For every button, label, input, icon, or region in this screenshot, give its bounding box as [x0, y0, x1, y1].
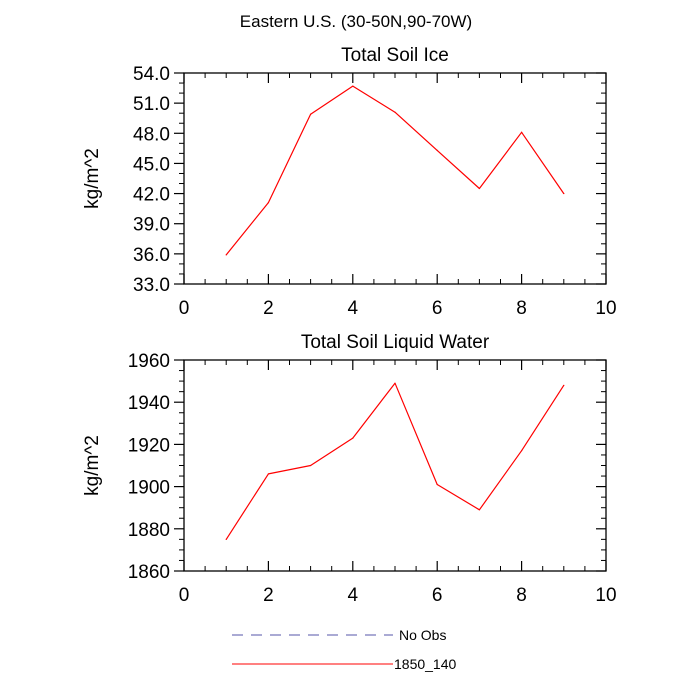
- legend-label: No Obs: [399, 627, 446, 643]
- x-tick-label: 4: [348, 298, 359, 319]
- x-tick-label: 6: [432, 585, 443, 606]
- data-point: [563, 384, 565, 386]
- x-tick-label: 10: [595, 585, 616, 606]
- y-tick-label: 48.0: [133, 124, 170, 145]
- series-line: [225, 382, 565, 540]
- y-axis-label: kg/m^2: [82, 435, 103, 496]
- data-point: [310, 113, 312, 115]
- y-tick-label: 1860: [128, 562, 170, 583]
- y-tick-label: 1880: [128, 520, 170, 541]
- x-tick-label: 8: [516, 298, 527, 319]
- y-tick-label: 1940: [128, 393, 170, 414]
- x-tick-label: 0: [179, 298, 190, 319]
- chart-panel-1: Total Soil Ice kg/m^2 0 2 4 6 8 10 33.0 36.0 39.0 4…: [82, 45, 617, 319]
- data-point: [267, 202, 269, 204]
- y-tick-label: 54.0: [133, 64, 170, 85]
- data-point: [563, 192, 565, 195]
- data-point: [352, 85, 354, 87]
- x-tick-label: 8: [516, 585, 527, 606]
- x-tick-label: 2: [263, 298, 274, 319]
- chart-panels: Total Soil Ice kg/m^2 0 2 4 6 8 10 33.0 36.0 39.0 4…: [82, 45, 617, 606]
- legend: No Obs 1850_140: [232, 627, 457, 672]
- data-point: [478, 187, 480, 190]
- y-tick-label: 1900: [128, 478, 170, 499]
- x-tick-label: 10: [595, 298, 616, 319]
- data-point: [267, 473, 269, 475]
- data-point: [352, 437, 354, 439]
- x-tick-label: 2: [263, 585, 274, 606]
- y-tick-label: 39.0: [133, 215, 170, 236]
- data-point: [478, 509, 480, 511]
- data-point: [394, 382, 396, 384]
- data-point: [225, 254, 227, 256]
- y-tick-label: 42.0: [133, 185, 170, 206]
- plot-frame: [183, 359, 607, 572]
- plot-frame: [183, 72, 607, 285]
- y-tick-label: 1920: [128, 435, 170, 456]
- data-point: [225, 538, 227, 540]
- x-tick-label: 6: [432, 298, 443, 319]
- chart-title: Total Soil Ice: [341, 45, 449, 66]
- data-point: [394, 111, 396, 113]
- y-tick-label: 51.0: [133, 94, 170, 115]
- chart-panel-2: Total Soil Liquid Water kg/m^2 0 2 4 6 8 10 1860…: [82, 332, 617, 606]
- data-point: [436, 483, 438, 486]
- series-line: [225, 85, 565, 256]
- x-tick-label: 4: [348, 585, 359, 606]
- legend-label: 1850_140: [394, 656, 457, 672]
- data-point: [436, 149, 438, 151]
- data-point: [521, 131, 523, 133]
- data-point: [521, 450, 523, 452]
- y-axis-label: kg/m^2: [82, 148, 103, 209]
- y-tick-label: 33.0: [133, 275, 170, 296]
- y-tick-label: 45.0: [133, 154, 170, 175]
- data-point: [310, 464, 312, 467]
- figure-title: Eastern U.S. (30-50N,90-70W): [240, 12, 472, 31]
- y-tick-label: 36.0: [133, 245, 170, 266]
- chart-title: Total Soil Liquid Water: [301, 332, 490, 353]
- x-tick-label: 0: [179, 585, 190, 606]
- y-tick-label: 1960: [128, 351, 170, 372]
